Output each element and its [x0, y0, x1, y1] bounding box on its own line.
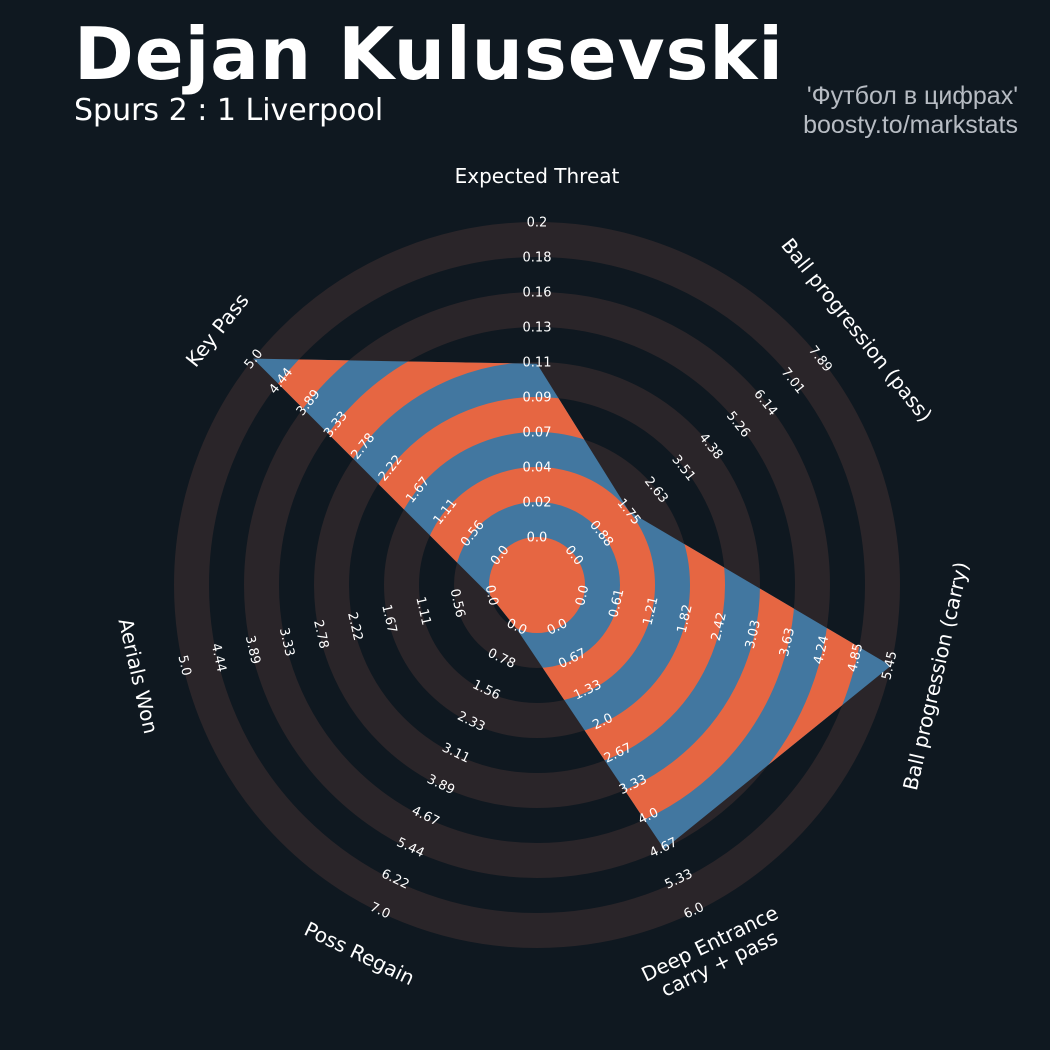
tick-label: 0.02 — [523, 496, 552, 511]
tick-label: 3.89 — [242, 634, 263, 666]
tick-label: 3.03 — [743, 619, 764, 651]
parameter-label: Key Pass — [181, 289, 254, 372]
tick-label: 0.61 — [606, 587, 627, 619]
tick-label: 2.22 — [344, 611, 365, 643]
tick-label: 0.13 — [523, 321, 552, 336]
tick-label: 1.21 — [641, 595, 662, 627]
tick-label: 0.16 — [523, 286, 552, 301]
tick-label: 0.56 — [447, 587, 468, 619]
parameter-label: Ball progression (carry) — [898, 560, 973, 793]
tick-label: 4.44 — [208, 642, 229, 674]
tick-label: 3.33 — [276, 626, 297, 658]
parameter-label: Expected Threat — [455, 164, 620, 188]
tick-label: 4.85 — [845, 642, 866, 674]
match-score-subtitle: Spurs 2 : 1 Liverpool — [74, 93, 384, 128]
tick-label: 1.67 — [378, 603, 399, 635]
tick-label: 2.42 — [709, 611, 730, 643]
tick-label: 0.0 — [482, 584, 501, 608]
tick-label: 0.2 — [527, 216, 548, 231]
tick-label: 0.09 — [523, 391, 552, 406]
tick-label: 0.07 — [523, 426, 552, 441]
parameter-label: Aerials Won — [113, 616, 163, 736]
tick-label: 1.82 — [675, 603, 696, 635]
grid-ring — [244, 292, 830, 878]
tick-label: 3.63 — [777, 626, 798, 658]
parameter-label: Ball progression (pass) — [776, 233, 937, 426]
tick-label: 2.78 — [310, 619, 331, 651]
tick-label: 1.11 — [412, 595, 433, 627]
player-name-title: Dejan Kulusevski — [74, 12, 784, 96]
grid-ring — [174, 222, 900, 948]
tick-label: 0.18 — [523, 251, 552, 266]
parameter-label: Poss Regain — [301, 917, 419, 990]
series-band-orange — [489, 537, 585, 633]
credit-line-2: boosty.to/markstats — [803, 111, 1018, 139]
tick-label: 5.0 — [174, 654, 193, 678]
tick-label: 4.24 — [811, 634, 832, 666]
tick-label: 5.45 — [879, 650, 900, 682]
tick-label: 0.0 — [527, 531, 548, 546]
tick-label: 0.11 — [523, 356, 552, 371]
credit-line-1: 'Футбол в цифрах' — [806, 82, 1018, 110]
tick-label: 0.0 — [573, 584, 592, 608]
credit-text: 'Футбол в цифрах' boosty.to/markstats — [803, 82, 1018, 140]
tick-label: 0.04 — [523, 461, 552, 476]
